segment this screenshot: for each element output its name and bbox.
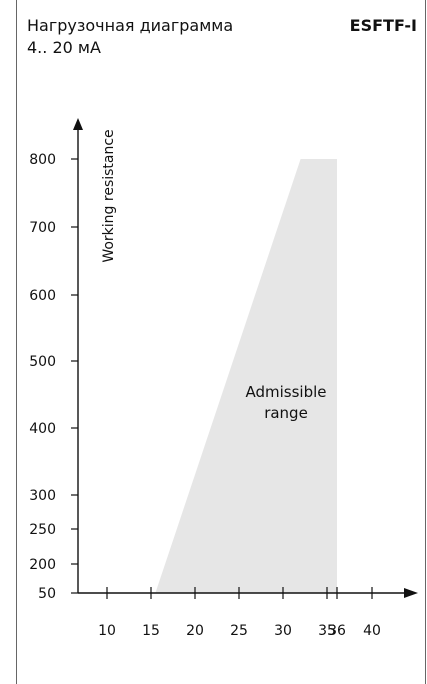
- x-tick-label: 20: [186, 623, 204, 639]
- y-tick-label: 200: [29, 557, 56, 573]
- y-tick-label: 300: [29, 488, 56, 504]
- y-tick-label: 600: [29, 288, 56, 304]
- y-tick-label: 500: [29, 354, 56, 370]
- region-label-line: Admissible: [245, 383, 326, 401]
- x-axis-arrow: [404, 588, 418, 598]
- y-tick-label: 400: [29, 421, 56, 437]
- x-tick-label: 25: [230, 623, 248, 639]
- y-tick-label: 250: [29, 522, 56, 538]
- x-tick-label: 30: [274, 623, 292, 639]
- x-tick-label: 10: [98, 623, 116, 639]
- axis-layer: [73, 118, 418, 598]
- x-tick-label: 35: [318, 623, 336, 639]
- tick-layer: [71, 158, 373, 599]
- y-tick-label: 50: [38, 586, 56, 602]
- x-tick-label: 40: [363, 623, 381, 639]
- x-tick-label: 36: [328, 623, 346, 639]
- label-layer: Admissible range 50 200 250 300 400 500 600 700 80…: [29, 129, 381, 639]
- model-label: ESFTF-I: [349, 16, 417, 35]
- region-label-line: range: [264, 404, 308, 422]
- y-axis-arrow: [73, 118, 83, 130]
- y-tick-label: 700: [29, 220, 56, 236]
- region-layer: [155, 159, 337, 593]
- y-tick-label: 800: [29, 152, 56, 168]
- admissible-range-region: [155, 159, 337, 593]
- chart-subtitle: 4.. 20 мА: [27, 38, 101, 57]
- chart-frame: [16, 0, 426, 684]
- y-axis-label: Working resistance: [101, 129, 117, 262]
- chart-title: Нагрузочная диаграмма: [27, 16, 234, 35]
- x-tick-label: 15: [142, 623, 160, 639]
